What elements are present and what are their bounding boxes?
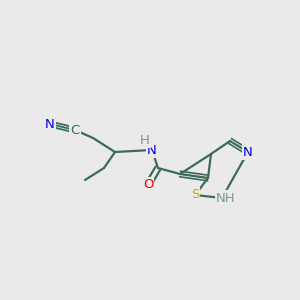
Text: O: O	[143, 178, 153, 191]
Text: C: C	[70, 124, 80, 136]
Text: N: N	[45, 118, 55, 130]
Text: N: N	[147, 143, 157, 157]
Text: H: H	[140, 134, 150, 146]
Text: N: N	[243, 146, 253, 158]
Text: S: S	[191, 188, 199, 202]
Text: NH: NH	[216, 191, 236, 205]
